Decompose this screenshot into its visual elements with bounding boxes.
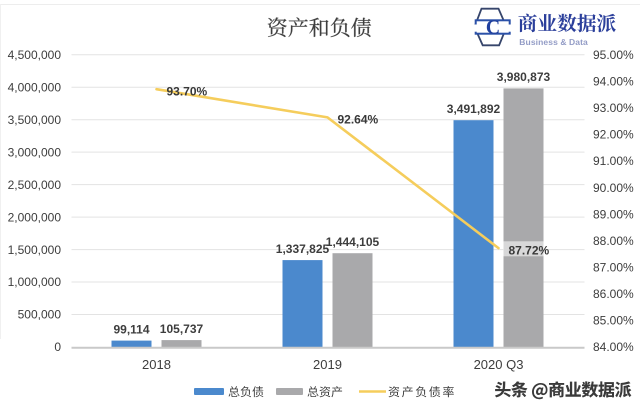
svg-text:500,000: 500,000 [18, 308, 62, 322]
svg-text:95.00%: 95.00% [593, 48, 634, 62]
svg-text:89.00%: 89.00% [593, 207, 634, 221]
svg-text:3,980,873: 3,980,873 [497, 70, 551, 84]
svg-text:3,500,000: 3,500,000 [8, 113, 62, 127]
svg-text:Business & Data: Business & Data [519, 37, 588, 47]
svg-text:4,500,000: 4,500,000 [8, 48, 62, 62]
svg-text:88.00%: 88.00% [593, 234, 634, 248]
svg-text:94.00%: 94.00% [593, 75, 634, 89]
svg-text:4,000,000: 4,000,000 [8, 80, 62, 94]
svg-text:2,000,000: 2,000,000 [8, 210, 62, 224]
svg-text:85.00%: 85.00% [593, 314, 634, 328]
svg-text:84.00%: 84.00% [593, 340, 634, 354]
svg-text:1,000,000: 1,000,000 [8, 275, 62, 289]
svg-text:3,491,892: 3,491,892 [447, 102, 501, 116]
svg-text:90.00%: 90.00% [593, 181, 634, 195]
svg-text:2020 Q3: 2020 Q3 [474, 357, 524, 372]
svg-text:86.00%: 86.00% [593, 287, 634, 301]
svg-text:1,337,825: 1,337,825 [276, 242, 330, 256]
svg-text:93.70%: 93.70% [167, 84, 208, 98]
svg-text:0: 0 [54, 340, 61, 354]
svg-text:2019: 2019 [313, 357, 342, 372]
svg-text:3,000,000: 3,000,000 [8, 145, 62, 159]
svg-text:99,114: 99,114 [113, 322, 149, 336]
svg-text:1,444,105: 1,444,105 [326, 235, 380, 249]
svg-text:1,500,000: 1,500,000 [8, 243, 62, 257]
svg-text:91.00%: 91.00% [593, 154, 634, 168]
svg-text:93.00%: 93.00% [593, 101, 634, 115]
svg-text:87.00%: 87.00% [593, 261, 634, 275]
svg-text:92.64%: 92.64% [338, 113, 379, 127]
svg-text:87.72%: 87.72% [509, 243, 550, 257]
svg-text:2,500,000: 2,500,000 [8, 178, 62, 192]
svg-text:92.00%: 92.00% [593, 128, 634, 142]
svg-text:2018: 2018 [142, 357, 171, 372]
svg-text:105,737: 105,737 [160, 322, 204, 336]
